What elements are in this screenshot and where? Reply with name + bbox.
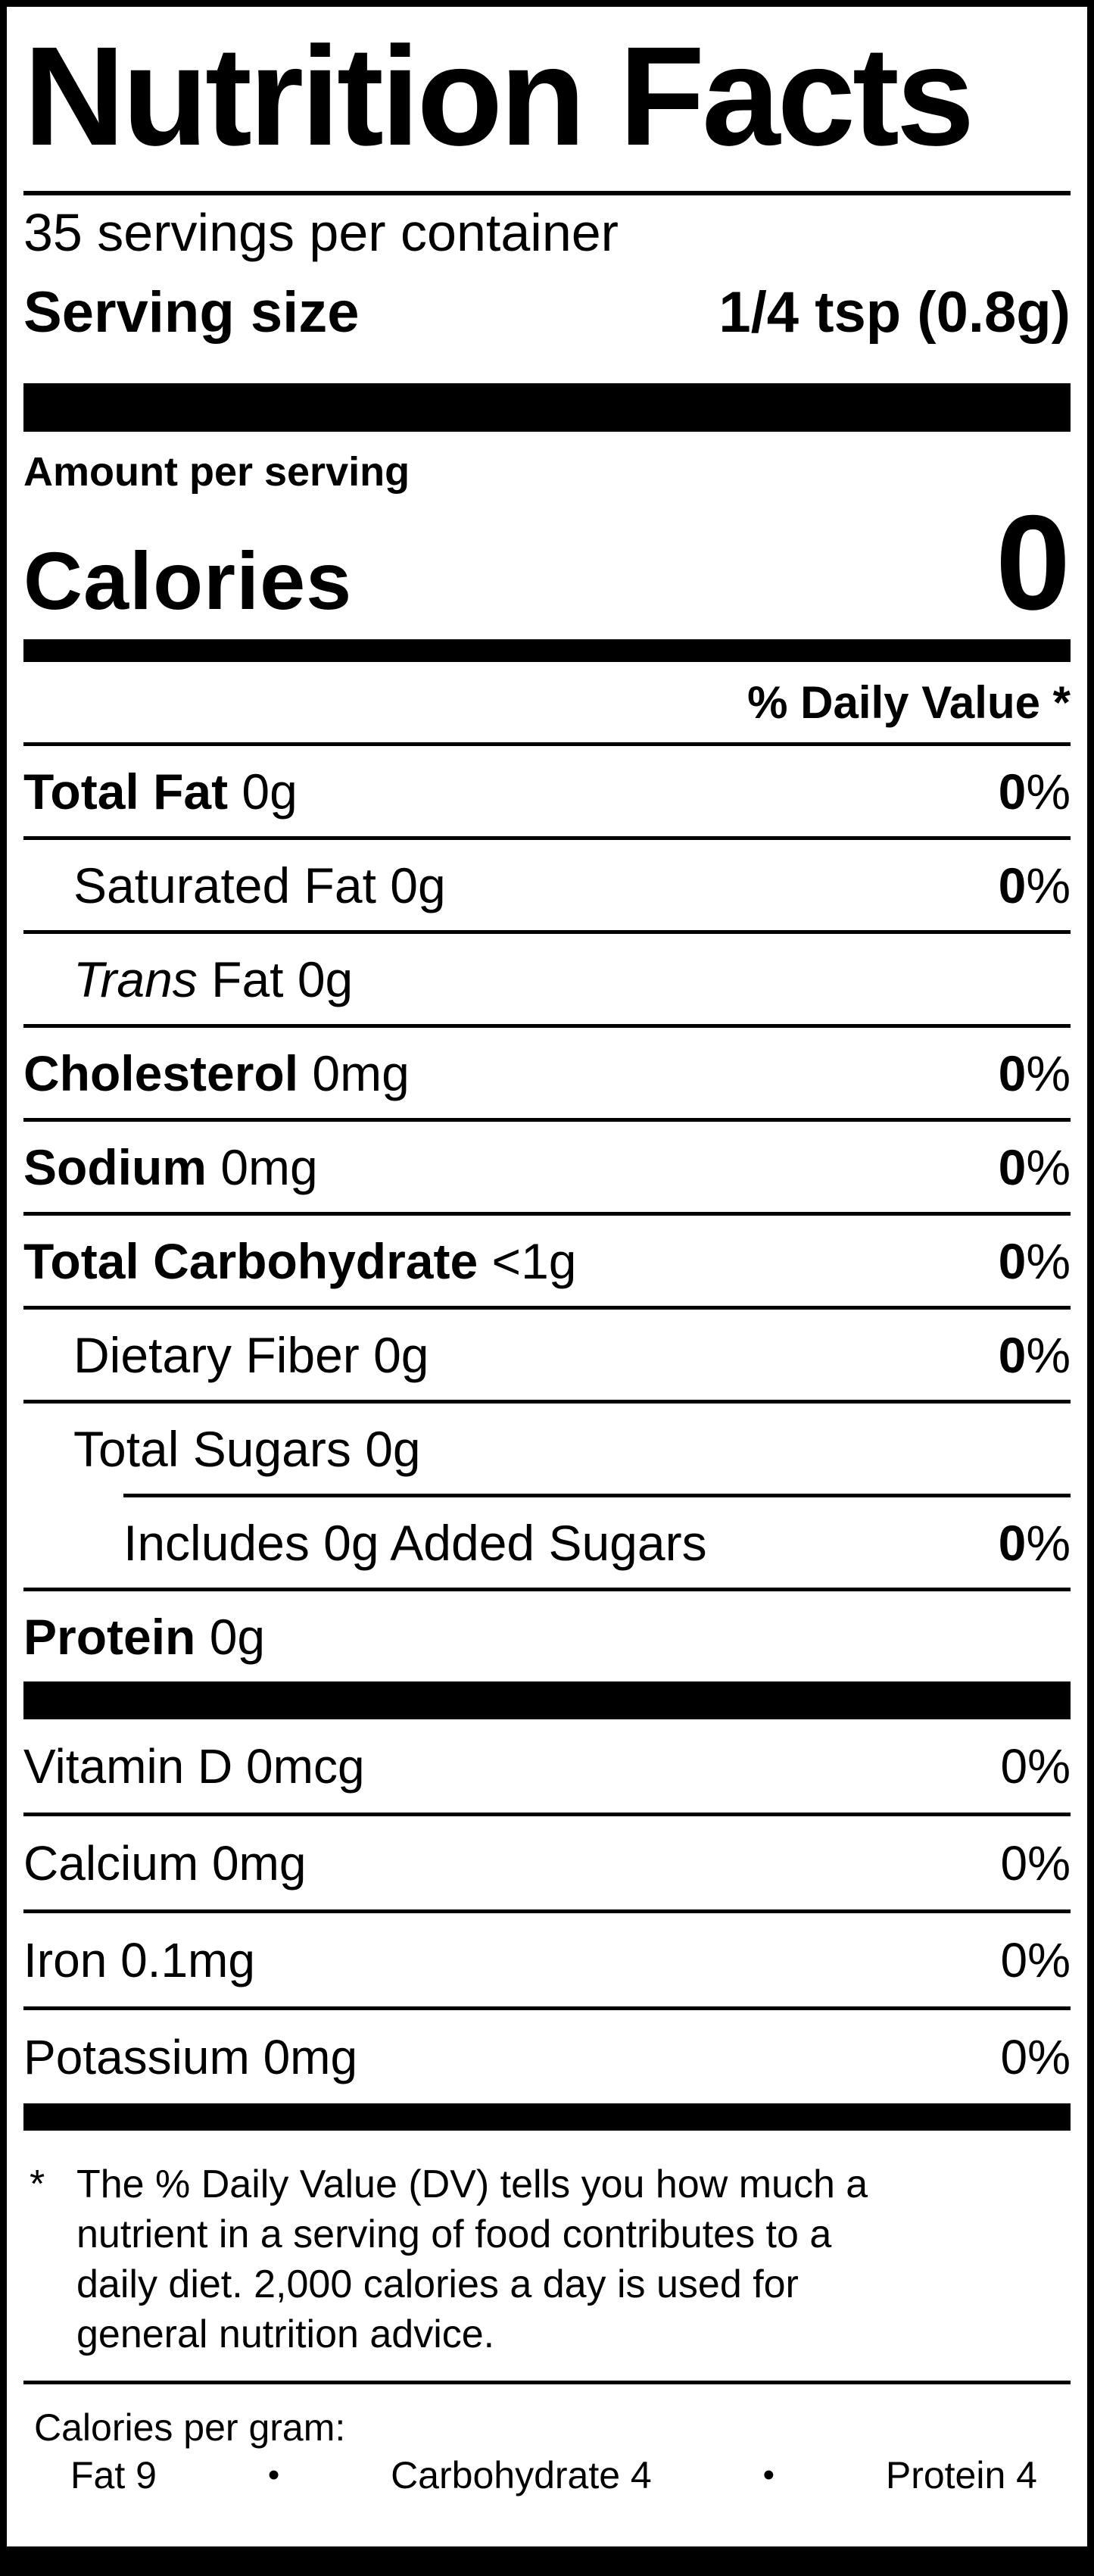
vitamin-row-iron: Iron 0.1mg 0% — [23, 1913, 1071, 2006]
serving-size-label: Serving size — [23, 279, 360, 345]
fat-per-gram: Fat 9 — [70, 2454, 157, 2496]
nutrient-name: Total Carbohydrate <1g — [23, 1232, 577, 1289]
separator-rule — [23, 1909, 1071, 1913]
nutrient-name: Total Sugars 0g — [73, 1420, 421, 1477]
dv-value: 0% — [998, 1138, 1071, 1195]
calories-label: Calories — [23, 535, 353, 626]
daily-value-header: % Daily Value * — [747, 676, 1071, 728]
dv-value: 0% — [1000, 1738, 1071, 1794]
separator-rule — [23, 1400, 1071, 1404]
footnote-line: daily diet. 2,000 calories a day is used… — [76, 2262, 799, 2306]
amount-per-serving-label: Amount per serving — [23, 449, 410, 495]
protein-per-gram: Protein 4 — [885, 2454, 1037, 2496]
vitamin-row-calcium: Calcium 0mg 0% — [23, 1816, 1071, 1909]
nutrient-name: Dietary Fiber 0g — [73, 1326, 429, 1383]
nutrient-row-trans-fat: Trans Fat 0g — [23, 934, 1071, 1024]
separator-rule — [23, 742, 1071, 746]
dv-value: 0% — [998, 857, 1071, 913]
footnote-line: The % Daily Value (DV) tells you how muc… — [76, 2162, 868, 2206]
separator-rule — [23, 2006, 1071, 2010]
dv-value: 0% — [998, 1326, 1071, 1383]
dv-value: 0% — [998, 1044, 1071, 1101]
separator-rule — [23, 1813, 1071, 1816]
footnote-text: The % Daily Value (DV) tells you how muc… — [76, 2159, 868, 2359]
footnote-line: nutrient in a serving of food contribute… — [76, 2212, 832, 2256]
dv-value: 0% — [1000, 1932, 1071, 1987]
calories-row: Calories 0 — [23, 495, 1071, 630]
nutrient-row-added-sugars: Includes 0g Added Sugars 0% — [23, 1497, 1071, 1588]
bullet-separator: • — [267, 2456, 280, 2493]
vitamin-name: Potassium 0mg — [23, 2029, 358, 2084]
dv-value: 0% — [1000, 1835, 1071, 1891]
nutrient-name: Includes 0g Added Sugars — [123, 1514, 707, 1571]
vitamin-name: Iron 0.1mg — [23, 1932, 255, 1987]
calories-per-gram-values: Fat 9 • Carbohydrate 4 • Protein 4 — [23, 2451, 1071, 2500]
separator-rule — [23, 1118, 1071, 1122]
dv-value: 0% — [1000, 2029, 1071, 2084]
servings-per-container: 35 servings per container — [23, 203, 619, 262]
bottom-thick-bar — [7, 2546, 1087, 2569]
nutrient-row-total-fat: Total Fat 0g 0% — [23, 746, 1071, 836]
nutrient-name: Total Fat 0g — [23, 763, 298, 820]
nutrient-row-total-carbohydrate: Total Carbohydrate <1g 0% — [23, 1216, 1071, 1306]
separator-rule — [23, 1306, 1071, 1310]
vitamin-name: Calcium 0mg — [23, 1835, 307, 1891]
separator-rule — [23, 2381, 1071, 2384]
separator-rule — [23, 930, 1071, 934]
thick-separator-bar — [23, 383, 1071, 432]
calories-value: 0 — [996, 487, 1071, 638]
dv-value: 0% — [998, 1514, 1071, 1571]
medium-separator-bar — [23, 2103, 1071, 2131]
dv-value: 0% — [998, 1232, 1071, 1289]
thick-separator-bar — [23, 1681, 1071, 1719]
nutrient-name: Protein 0g — [23, 1608, 266, 1665]
separator-rule — [23, 191, 1071, 195]
separator-rule — [23, 836, 1071, 840]
calories-per-gram-label: Calories per gram: — [34, 2406, 346, 2449]
vitamin-name: Vitamin D 0mcg — [23, 1738, 365, 1794]
nutrient-name: Trans Fat 0g — [73, 951, 354, 1007]
nutrient-row-protein: Protein 0g — [23, 1591, 1071, 1681]
nutrient-row-total-sugars: Total Sugars 0g — [23, 1404, 1071, 1494]
vitamin-row-potassium: Potassium 0mg 0% — [23, 2010, 1071, 2103]
nutrient-name: Cholesterol 0mg — [23, 1044, 410, 1101]
nutrient-row-dietary-fiber: Dietary Fiber 0g 0% — [23, 1310, 1071, 1400]
nutrient-row-cholesterol: Cholesterol 0mg 0% — [23, 1028, 1071, 1118]
footnote-line: general nutrition advice. — [76, 2312, 495, 2356]
nutrient-row-sodium: Sodium 0mg 0% — [23, 1122, 1071, 1212]
separator-rule — [23, 1588, 1071, 1591]
separator-rule — [23, 1212, 1071, 1216]
nutrient-name: Saturated Fat 0g — [73, 857, 446, 913]
label-title: Nutrition Facts — [23, 18, 974, 175]
serving-size-row: Serving size 1/4 tsp (0.8g) — [23, 270, 1071, 354]
footnote-asterisk: * — [30, 2162, 45, 2206]
nutrient-name: Sodium 0mg — [23, 1138, 318, 1195]
separator-rule-indented — [123, 1494, 1071, 1497]
nutrient-row-saturated-fat: Saturated Fat 0g 0% — [23, 840, 1071, 930]
dv-value: 0% — [998, 763, 1071, 820]
vitamin-row-vitamin-d: Vitamin D 0mcg 0% — [23, 1719, 1071, 1813]
carbohydrate-per-gram: Carbohydrate 4 — [391, 2454, 652, 2496]
medium-separator-bar — [23, 639, 1071, 662]
bullet-separator: • — [762, 2456, 775, 2493]
daily-value-footnote: * The % Daily Value (DV) tells you how m… — [23, 2131, 1071, 2381]
separator-rule — [23, 1024, 1071, 1028]
serving-size-value: 1/4 tsp (0.8g) — [718, 279, 1071, 345]
